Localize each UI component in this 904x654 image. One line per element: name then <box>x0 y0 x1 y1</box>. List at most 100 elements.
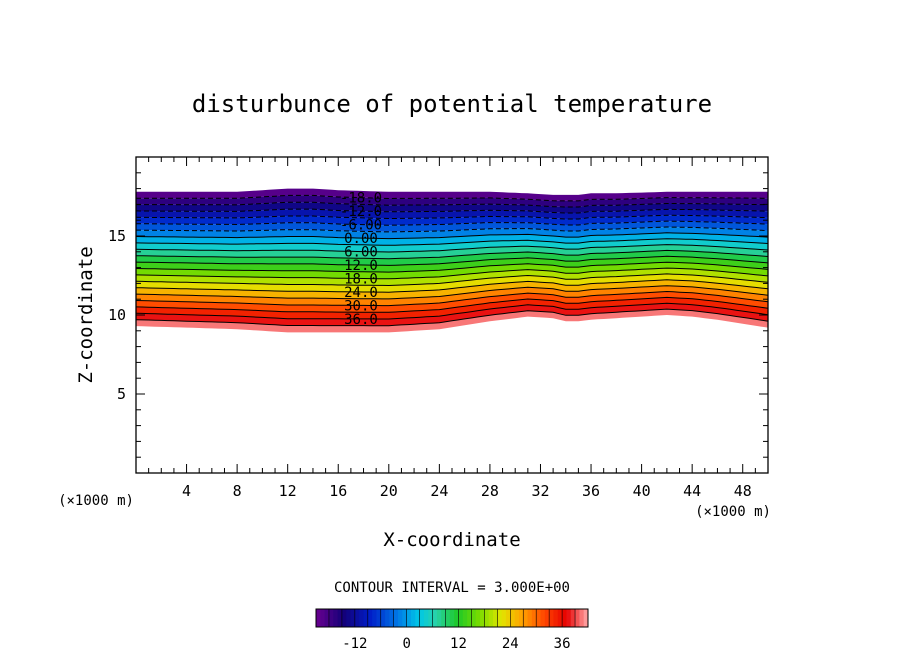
colorbar-swatch <box>406 609 412 627</box>
x-tick-label: 16 <box>329 482 347 500</box>
contour-lines <box>135 194 769 327</box>
colorbar-swatch <box>557 609 563 627</box>
x-tick-label: 28 <box>481 482 499 500</box>
x-unit-label: (×1000 m) <box>695 504 771 520</box>
colorbar-swatch <box>488 609 494 627</box>
x-axis: 4 8 12 16 20 24 28 32 36 40 44 48 <box>148 157 756 500</box>
colorbar-swatch <box>428 609 434 627</box>
colorbar-swatch <box>389 609 395 627</box>
contour-line <box>135 308 769 327</box>
colorbar-swatch <box>432 609 438 627</box>
colorbar-swatch <box>398 609 403 627</box>
colorbar-swatch <box>445 609 451 627</box>
colorbar-tick-label: 12 <box>450 636 467 652</box>
contour-band <box>136 268 768 286</box>
colorbar-tick-label: 24 <box>502 636 519 652</box>
colorbar-swatch <box>328 609 334 627</box>
colorbar-swatch <box>497 609 503 627</box>
contour-line <box>135 267 769 280</box>
colorbar-swatch <box>337 609 343 627</box>
colorbar-swatch <box>566 609 572 627</box>
contour-label: 0.00 <box>344 231 378 247</box>
contour-band <box>136 250 768 266</box>
y-axis: 5 10 15 <box>108 172 768 458</box>
colorbar-swatch <box>449 609 455 627</box>
colorbar-swatch <box>346 609 352 627</box>
colorbar-swatch <box>441 609 447 627</box>
y-axis-label: Z-coordinate <box>75 246 97 383</box>
contour-band <box>136 188 768 201</box>
contour-line <box>135 261 769 273</box>
contour-band <box>136 244 768 259</box>
y-tick-label: 10 <box>108 306 126 324</box>
colorbar-swatch <box>536 609 542 627</box>
contour-line <box>135 290 769 307</box>
colorbar-swatch <box>570 609 576 627</box>
colorbar-swatch <box>579 609 585 627</box>
contour-band <box>136 238 768 252</box>
chart-title: disturbunce of potential temperature <box>192 90 712 118</box>
colorbar-swatch <box>359 609 364 627</box>
contour-line <box>136 194 768 202</box>
x-tick-label: 12 <box>279 482 297 500</box>
contour-band <box>136 273 768 293</box>
contour-line <box>135 214 769 220</box>
contour-line <box>136 201 769 208</box>
colorbar-swatch <box>531 609 537 627</box>
contour-line <box>135 296 769 313</box>
x-tick-label: 44 <box>683 482 701 500</box>
colorbar-swatch <box>423 609 429 627</box>
contour-line <box>135 273 769 287</box>
x-tick-label: 4 <box>182 482 191 500</box>
colorbar-swatch <box>471 609 477 627</box>
x-axis-label: X-coordinate <box>383 529 520 551</box>
colorbar-swatch <box>320 609 326 627</box>
colorbar-swatch <box>402 609 408 627</box>
contour-label: 18.0 <box>344 271 378 287</box>
contour-band <box>136 227 768 239</box>
contour-line <box>135 285 769 300</box>
contour-band <box>136 202 768 213</box>
y-unit-label: (×1000 m) <box>58 493 134 509</box>
x-tick-label: 48 <box>734 482 752 500</box>
colorbar-swatch <box>372 609 377 627</box>
contour-band <box>136 256 768 273</box>
contour-line <box>135 244 769 253</box>
colorbar-ticks: -12 0 12 24 36 <box>342 636 570 652</box>
contour-band <box>136 285 768 306</box>
x-tick-label: 36 <box>582 482 600 500</box>
colorbar-swatch <box>376 609 382 627</box>
colorbar-swatch <box>419 609 425 627</box>
x-tick-label: 8 <box>233 482 242 500</box>
contour-band <box>136 221 768 232</box>
colorbar-swatch <box>523 609 529 627</box>
contour-line <box>135 220 769 226</box>
colorbar-swatch <box>350 609 356 627</box>
colorbar-swatch <box>316 609 321 627</box>
colorbar-swatch <box>493 609 498 627</box>
y-tick-label: 15 <box>108 227 126 245</box>
colorbar-tick-label: -12 <box>342 636 367 652</box>
colorbar-swatch <box>475 609 481 627</box>
contour-line <box>135 255 769 266</box>
colorbar-swatch <box>393 609 399 627</box>
colorbar-swatch <box>436 609 442 627</box>
colorbar-swatch <box>480 609 485 627</box>
contour-line <box>135 226 769 233</box>
colorbar-swatch <box>501 609 507 627</box>
x-tick-label: 32 <box>531 482 549 500</box>
contour-label: -6.00 <box>340 218 382 234</box>
x-tick-label: 20 <box>380 482 398 500</box>
contour-line <box>135 238 769 246</box>
colorbar-swatch <box>575 609 580 627</box>
colorbar-swatch <box>514 609 520 627</box>
colorbar-swatch <box>454 609 459 627</box>
contour-line <box>135 208 769 214</box>
colorbar-swatch <box>553 609 559 627</box>
contour-label: 6.00 <box>344 245 378 261</box>
contour-field <box>136 188 768 333</box>
colorbar-swatch <box>462 609 468 627</box>
contour-label: -18.0 <box>340 191 382 207</box>
colorbar-swatch <box>467 609 472 627</box>
